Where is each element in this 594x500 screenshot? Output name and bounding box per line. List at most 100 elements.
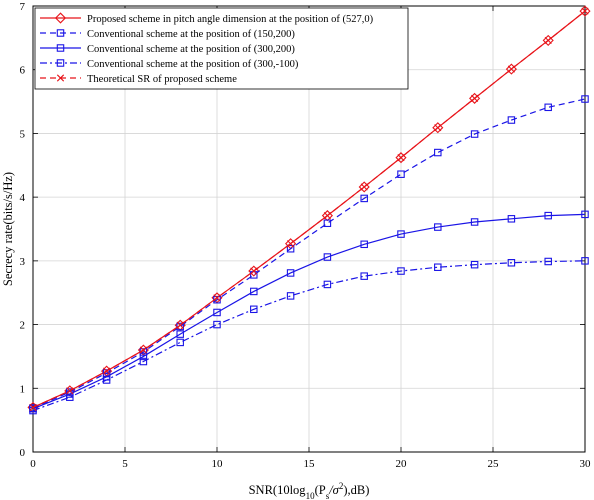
data-point-diamond — [579, 5, 591, 17]
data-point-x — [103, 367, 111, 375]
data-point-square — [397, 230, 405, 238]
data-point-diamond — [505, 63, 517, 75]
data-point-x — [213, 294, 221, 302]
data-point-square — [250, 305, 258, 314]
legend-label: Theoretical SR of proposed scheme — [87, 74, 237, 85]
data-point-x — [56, 74, 65, 82]
x-tick-label: 15 — [304, 458, 316, 470]
legend-label: Conventional scheme at the position of (… — [87, 59, 299, 70]
data-point-x — [250, 267, 258, 275]
data-point-square — [434, 223, 442, 231]
data-point-square — [102, 376, 111, 384]
data-point-x-stroke — [139, 346, 147, 354]
data-point-square — [581, 257, 589, 265]
data-point-x-stroke — [471, 94, 479, 102]
legend-entry: Conventional scheme at the position of (… — [40, 59, 299, 70]
x-axis-label: SNR(10log10(Ps/σ2),dB) — [249, 481, 370, 500]
data-point-square — [470, 218, 479, 226]
data-point-x-stroke — [250, 267, 258, 275]
data-point-diamond — [54, 12, 67, 24]
data-point-square — [470, 130, 479, 138]
y-tick-label: 7 — [20, 1, 26, 13]
data-point-square — [139, 357, 148, 366]
data-point-square — [507, 116, 516, 124]
data-point-x — [29, 403, 37, 411]
data-point-x-stroke — [66, 387, 74, 395]
data-point-x — [323, 212, 331, 220]
data-point-square — [286, 292, 295, 300]
data-point-x — [287, 240, 295, 248]
data-point-square — [139, 352, 148, 361]
y-tick-label: 3 — [20, 256, 26, 268]
data-point-square — [544, 211, 552, 220]
y-tick-label: 4 — [20, 192, 26, 204]
series-line — [32, 98, 586, 409]
data-point-square — [323, 253, 332, 261]
x-tick-label: 30 — [580, 458, 592, 470]
data-point-square — [323, 280, 332, 289]
x-tick-label: 25 — [488, 458, 500, 470]
series-5 — [29, 7, 589, 411]
data-point-square — [507, 215, 516, 223]
series-line — [32, 10, 586, 408]
data-point-diamond — [542, 34, 554, 46]
series-2 — [29, 95, 589, 412]
data-point-square — [286, 245, 295, 253]
data-point-diamond — [432, 122, 444, 134]
data-point-square — [250, 287, 258, 296]
series-lines — [27, 5, 591, 415]
legend: Proposed scheme in pitch angle dimension… — [34, 7, 409, 90]
legend-entry: Proposed scheme in pitch angle dimension… — [40, 12, 374, 25]
x-axis-label-sup: 2 — [339, 481, 344, 491]
data-point-x-stroke — [287, 240, 295, 248]
series-line — [32, 213, 586, 410]
data-point-x-stroke — [176, 321, 184, 329]
x-axis-label-sub: 10 — [306, 491, 316, 500]
data-point-x — [507, 65, 515, 73]
data-point-square — [360, 240, 368, 249]
legend-entry: Theoretical SR of proposed scheme — [40, 74, 237, 85]
data-point-square — [434, 263, 442, 271]
data-point-x — [360, 183, 368, 191]
data-point-square — [176, 322, 184, 331]
data-point-x — [434, 124, 442, 132]
data-point-x-stroke — [29, 403, 37, 411]
x-axis-label-sub: s — [326, 491, 330, 500]
legend-box — [34, 7, 409, 90]
legend-entry: Conventional scheme at the position of (… — [40, 29, 295, 40]
data-point-x-stroke — [360, 183, 368, 191]
data-point-square — [470, 260, 479, 269]
data-point-x — [66, 387, 74, 395]
y-tick-label: 2 — [20, 320, 26, 332]
y-tick-label: 1 — [20, 383, 26, 395]
data-point-square — [544, 257, 552, 266]
y-tick-label: 5 — [20, 128, 26, 140]
data-point-x-stroke — [434, 124, 442, 132]
data-point-square — [176, 330, 184, 338]
data-point-square — [176, 338, 184, 347]
data-point-diamond — [358, 181, 370, 193]
data-point-x — [471, 94, 479, 102]
legend-label: Conventional scheme at the position of (… — [87, 29, 295, 40]
data-point-square — [397, 267, 405, 275]
data-point-x — [139, 346, 147, 354]
data-point-square — [360, 272, 368, 280]
x-tick-label: 5 — [122, 458, 128, 470]
data-point-square — [507, 259, 516, 267]
x-tick-label: 0 — [30, 458, 36, 470]
data-point-square — [213, 320, 221, 329]
data-point-x-stroke — [544, 36, 552, 44]
data-point-square — [397, 170, 405, 178]
data-point-square — [56, 29, 65, 37]
data-point-x-stroke — [581, 7, 589, 15]
data-point-square — [360, 194, 368, 203]
y-tick-label: 0 — [20, 447, 26, 459]
data-point-square — [66, 393, 74, 401]
x-axis-label-part: /σ — [328, 483, 339, 497]
data-point-square — [56, 44, 65, 52]
data-point-diamond — [469, 92, 481, 104]
legend-label: Proposed scheme in pitch angle dimension… — [87, 14, 374, 25]
data-point-x-stroke — [323, 212, 331, 220]
axis-ticks: 0 5 10 15 20 25 30 0 1 2 3 4 5 6 7 — [20, 1, 592, 470]
data-point-x-stroke — [56, 74, 65, 82]
